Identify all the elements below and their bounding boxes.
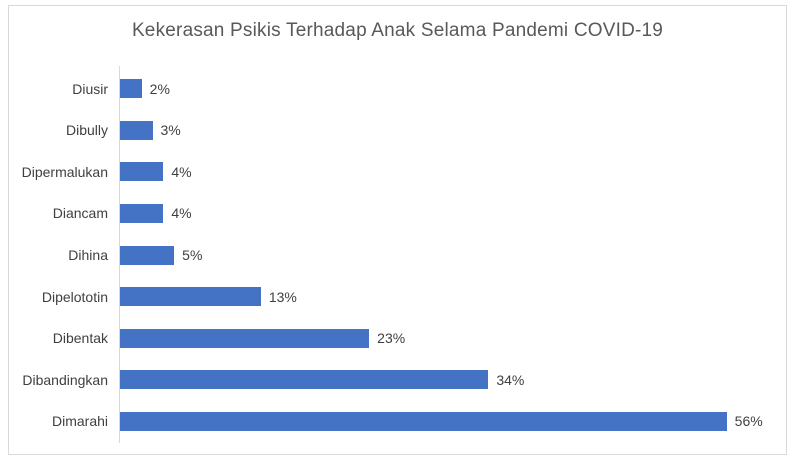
data-label: 5% <box>182 247 203 264</box>
chart-row: Dibentak 23% <box>9 317 786 359</box>
chart-row: Dipelototin 13% <box>9 276 786 318</box>
bar <box>120 120 153 140</box>
category-label: Dibentak <box>52 330 108 347</box>
category-label: Dipelototin <box>41 288 108 305</box>
data-label: 56% <box>734 413 763 430</box>
data-label: 2% <box>149 80 170 97</box>
data-label: 4% <box>171 163 192 180</box>
chart-row: Diancam 4% <box>9 193 786 235</box>
category-label: Diusir <box>72 80 108 97</box>
bar-track: 23% <box>120 317 770 359</box>
data-label: 34% <box>496 371 525 388</box>
bar <box>120 162 164 182</box>
chart-title: Kekerasan Psikis Terhadap Anak Selama Pa… <box>131 20 664 41</box>
data-label: 4% <box>171 205 192 222</box>
bar-track: 13% <box>120 276 770 318</box>
bar-track: 4% <box>120 151 770 193</box>
chart-row: Diusir 2% <box>9 68 786 110</box>
bar <box>120 328 370 348</box>
data-label: 3% <box>160 122 181 139</box>
bar-track: 5% <box>120 234 770 276</box>
bar <box>120 411 727 431</box>
y-axis-line <box>119 66 120 443</box>
category-label: Dipermalukan <box>21 163 108 180</box>
bar-track: 56% <box>120 401 770 443</box>
chart-frame: Kekerasan Psikis Terhadap Anak Selama Pa… <box>8 5 787 455</box>
bar-track: 4% <box>120 193 770 235</box>
bar <box>120 203 164 223</box>
chart-row: Dibully 3% <box>9 110 786 152</box>
chart-row: Dimarahi 56% <box>9 401 786 443</box>
bar-track: 2% <box>120 68 770 110</box>
category-label: Dibandingkan <box>22 371 108 388</box>
chart-row: Dibandingkan 34% <box>9 359 786 401</box>
data-label: 13% <box>268 288 297 305</box>
chart-row: Dipermalukan 4% <box>9 151 786 193</box>
bar-track: 34% <box>120 359 770 401</box>
bar <box>120 245 175 265</box>
category-label: Dimarahi <box>51 413 108 430</box>
data-label: 23% <box>377 330 406 347</box>
bar <box>120 79 142 99</box>
bar <box>120 370 489 390</box>
category-label: Dihina <box>68 247 108 264</box>
chart-row: Dihina 5% <box>9 234 786 276</box>
category-label: Dibully <box>65 122 108 139</box>
plot-area: Diusir 2% Dibully 3% Dipermalukan 4% Diancam 4%… <box>9 68 786 442</box>
bar-track: 3% <box>120 110 770 152</box>
category-label: Diancam <box>52 205 108 222</box>
bar <box>120 287 261 307</box>
